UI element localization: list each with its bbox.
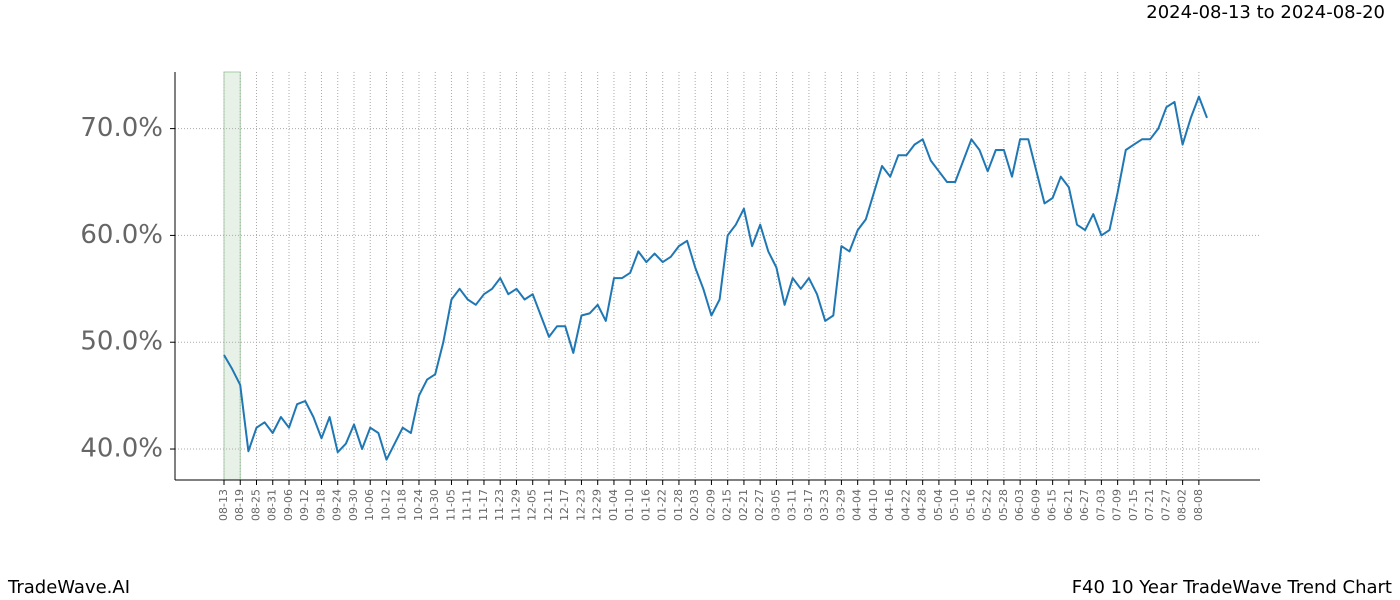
x-tick-label: 01-28 <box>672 489 685 521</box>
x-tick-label: 03-29 <box>834 489 847 521</box>
x-tick-label: 03-05 <box>769 489 782 521</box>
x-tick-label: 07-15 <box>1127 489 1140 521</box>
x-tick-label: 12-17 <box>558 489 571 521</box>
x-tick-label: 06-09 <box>1029 489 1042 521</box>
line-series <box>223 95 1208 461</box>
x-tick-label: 06-03 <box>1013 489 1026 521</box>
footer-left: TradeWave.AI <box>7 577 130 598</box>
x-tick-label: 06-15 <box>1046 489 1059 521</box>
x-tick-label: 05-04 <box>932 489 945 521</box>
x-tick-label: 06-27 <box>1078 489 1091 521</box>
x-tick-label: 02-09 <box>704 489 717 521</box>
x-tick-label: 01-16 <box>639 489 652 521</box>
x-tick-label: 03-23 <box>818 489 831 521</box>
x-tick-label: 03-11 <box>786 489 799 521</box>
x-tick-label: 05-16 <box>964 489 977 521</box>
x-tick-label: 11-05 <box>444 489 457 521</box>
x-tick-label: 01-04 <box>607 489 620 521</box>
x-tick-label: 08-31 <box>266 489 279 521</box>
x-tick-label: 08-25 <box>249 489 262 521</box>
footer-right: F40 10 Year TradeWave Trend Chart <box>1072 577 1392 598</box>
x-tick-label: 10-30 <box>428 489 441 521</box>
x-tick-label: 11-23 <box>493 489 506 521</box>
x-tick-label: 11-29 <box>509 489 522 521</box>
x-tick-label: 11-11 <box>461 489 474 521</box>
x-tick-label: 05-10 <box>948 489 961 521</box>
x-tick-label: 05-28 <box>997 489 1010 521</box>
x-tick-label: 07-03 <box>1094 489 1107 521</box>
x-tick-label: 10-18 <box>396 489 409 521</box>
x-tick-label: 04-10 <box>867 489 880 521</box>
x-tick-label: 08-02 <box>1176 489 1189 521</box>
x-tick-label: 08-19 <box>233 489 246 521</box>
y-tick-label: 50.0% <box>80 327 163 357</box>
x-tick-label: 01-22 <box>656 489 669 521</box>
x-tick-label: 05-22 <box>981 489 994 521</box>
y-tick-label: 40.0% <box>80 434 163 464</box>
x-tick-label: 02-03 <box>688 489 701 521</box>
x-tick-label: 07-21 <box>1143 489 1156 521</box>
x-tick-label: 08-08 <box>1192 489 1205 521</box>
x-tick-label: 07-09 <box>1111 489 1124 521</box>
x-tick-label: 09-12 <box>298 489 311 521</box>
x-tick-label: 04-28 <box>916 489 929 521</box>
x-tick-label: 10-06 <box>363 489 376 521</box>
x-tick-label: 09-18 <box>314 489 327 521</box>
x-tick-label: 12-11 <box>542 489 555 521</box>
x-tick-label: 12-05 <box>526 489 539 521</box>
x-tick-label: 09-06 <box>282 489 295 521</box>
x-tick-label: 07-27 <box>1159 489 1172 521</box>
x-tick-label: 04-04 <box>851 489 864 521</box>
x-tick-label: 02-27 <box>753 489 766 521</box>
x-tick-label: 10-12 <box>379 489 392 521</box>
x-tick-label: 01-10 <box>623 489 636 521</box>
x-tick-label: 04-22 <box>899 489 912 521</box>
x-tick-label: 12-29 <box>591 489 604 521</box>
y-tick-label: 70.0% <box>80 113 163 143</box>
x-tick-label: 10-24 <box>412 489 425 521</box>
x-tick-label: 09-30 <box>347 489 360 521</box>
y-tick-label: 60.0% <box>80 220 163 250</box>
x-tick-label: 08-13 <box>217 489 230 521</box>
chart-subtitle: 2024-08-13 to 2024-08-20 <box>1146 2 1385 23</box>
x-tick-label: 04-16 <box>883 489 896 521</box>
x-tick-label: 02-21 <box>737 489 750 521</box>
x-tick-label: 11-17 <box>477 489 490 521</box>
highlight-span <box>223 71 241 481</box>
x-tick-label: 09-24 <box>331 489 344 521</box>
x-tick-label: 03-17 <box>802 489 815 521</box>
x-tick-label: 06-21 <box>1062 489 1075 521</box>
x-tick-label: 02-15 <box>721 489 734 521</box>
x-tick-label: 12-23 <box>574 489 587 521</box>
